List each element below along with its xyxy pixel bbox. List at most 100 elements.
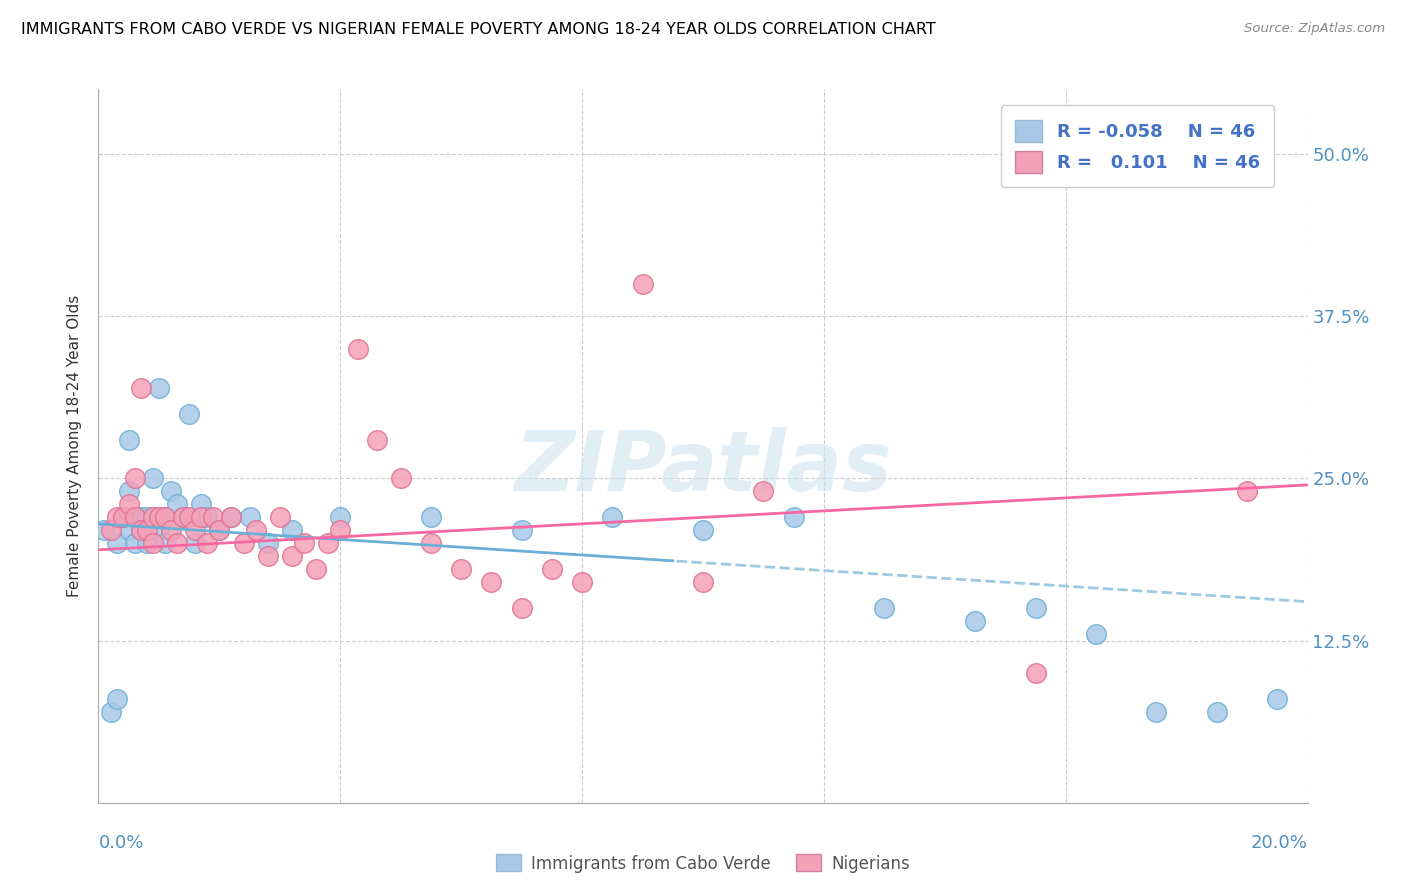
Point (450, 562, 472, 576)
Point (245, 524, 267, 538)
Point (118, 524, 141, 538)
Point (100, 705, 122, 719)
Point (129, 381, 152, 395)
Point (166, 536, 188, 550)
Point (1024, 601, 1046, 615)
Point (540, 562, 562, 576)
Point (873, 601, 896, 615)
Point (1024, 666, 1046, 681)
Point (184, 536, 207, 550)
Point (118, 497, 141, 511)
Point (190, 497, 212, 511)
Point (153, 510, 176, 524)
Legend: Immigrants from Cabo Verde, Nigerians: Immigrants from Cabo Verde, Nigerians (489, 847, 917, 880)
Point (124, 536, 146, 550)
Point (481, 575, 503, 590)
Point (153, 510, 176, 524)
Text: 20.0%: 20.0% (1251, 834, 1308, 852)
Point (118, 484, 141, 499)
Point (160, 484, 183, 499)
Point (142, 510, 165, 524)
Point (148, 510, 170, 524)
Text: IMMIGRANTS FROM CABO VERDE VS NIGERIAN FEMALE POVERTY AMONG 18-24 YEAR OLDS CORR: IMMIGRANTS FROM CABO VERDE VS NIGERIAN F… (21, 22, 936, 37)
Point (172, 510, 194, 524)
Point (105, 536, 128, 550)
Point (202, 510, 225, 524)
Legend: R = -0.058    N = 46, R =   0.101    N = 46: R = -0.058 N = 46, R = 0.101 N = 46 (1001, 105, 1274, 187)
Point (1236, 484, 1258, 499)
Point (111, 510, 134, 524)
Point (153, 536, 176, 550)
Point (208, 524, 231, 538)
Point (142, 471, 165, 485)
Point (118, 433, 141, 447)
Point (124, 510, 146, 524)
Point (124, 471, 146, 485)
Point (190, 510, 212, 524)
Point (195, 510, 218, 524)
Point (1267, 692, 1289, 706)
Point (111, 510, 134, 524)
Text: Source: ZipAtlas.com: Source: ZipAtlas.com (1244, 22, 1385, 36)
Point (179, 407, 201, 421)
Point (256, 536, 278, 550)
Point (135, 524, 157, 538)
Point (347, 342, 370, 356)
Point (602, 510, 624, 524)
Point (142, 536, 165, 550)
Point (329, 510, 352, 524)
Point (305, 562, 328, 576)
Point (281, 549, 304, 564)
Point (135, 510, 157, 524)
Point (329, 524, 352, 538)
Point (692, 524, 714, 538)
Point (752, 484, 775, 499)
Point (195, 536, 218, 550)
Point (135, 536, 157, 550)
Point (166, 497, 188, 511)
Point (142, 510, 165, 524)
Point (93, 524, 115, 538)
Point (129, 524, 152, 538)
Point (281, 524, 304, 538)
Point (221, 510, 243, 524)
Point (366, 433, 388, 447)
Point (783, 510, 806, 524)
Point (692, 575, 714, 590)
Point (129, 524, 152, 538)
Point (631, 277, 654, 291)
Text: 0.0%: 0.0% (98, 834, 143, 852)
Point (184, 524, 207, 538)
Point (1085, 627, 1108, 641)
Point (420, 510, 443, 524)
Point (269, 510, 291, 524)
Point (510, 601, 533, 615)
Y-axis label: Female Poverty Among 18-24 Year Olds: Female Poverty Among 18-24 Year Olds (67, 295, 83, 597)
Point (256, 549, 278, 564)
Point (239, 510, 262, 524)
Point (148, 381, 170, 395)
Point (172, 510, 194, 524)
Point (389, 471, 412, 485)
Point (292, 536, 315, 550)
Point (105, 692, 128, 706)
Point (221, 510, 243, 524)
Point (129, 510, 152, 524)
Point (208, 524, 231, 538)
Text: ZIPatlas: ZIPatlas (515, 427, 891, 508)
Point (1206, 705, 1229, 719)
Point (510, 524, 533, 538)
Point (965, 614, 987, 628)
Point (160, 524, 183, 538)
Point (105, 510, 128, 524)
Point (124, 510, 146, 524)
Point (232, 536, 254, 550)
Point (571, 575, 593, 590)
Point (420, 536, 443, 550)
Point (148, 524, 170, 538)
Point (1144, 705, 1167, 719)
Point (100, 524, 122, 538)
Point (179, 510, 201, 524)
Point (111, 510, 134, 524)
Point (316, 536, 339, 550)
